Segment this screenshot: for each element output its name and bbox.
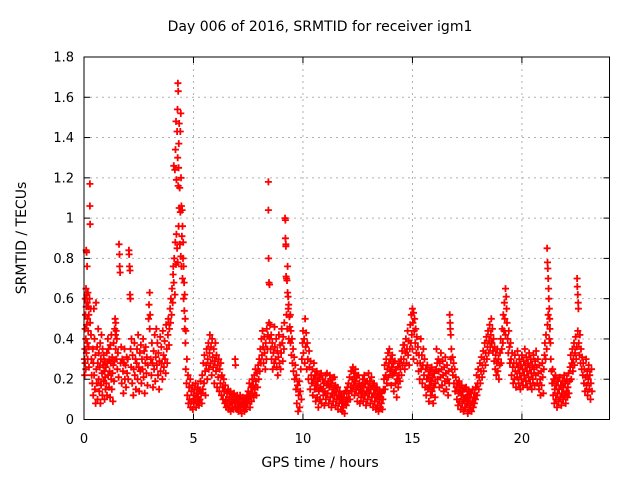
y-tick-label: 0.8 [53, 252, 74, 267]
x-tick-label: 10 [295, 432, 312, 447]
y-tick-label: 0.2 [53, 373, 74, 388]
y-tick-label: 1.6 [53, 91, 74, 106]
y-tick-label: 0.4 [53, 332, 74, 347]
y-tick-label: 1.4 [53, 131, 74, 146]
x-axis-label: GPS time / hours [261, 455, 379, 471]
y-tick-label: 1.8 [53, 51, 74, 66]
x-tick-label: 0 [80, 432, 88, 447]
x-tick-label: 5 [189, 432, 197, 447]
y-tick-label: 1 [66, 212, 74, 227]
x-tick-label: 20 [514, 432, 531, 447]
y-tick-label: 0 [66, 413, 74, 428]
y-tick-label: 0.6 [53, 292, 74, 307]
x-tick-label: 15 [404, 432, 421, 447]
y-tick-label: 1.2 [53, 171, 74, 186]
chart-title: Day 006 of 2016, SRMTID for receiver igm… [167, 19, 473, 35]
y-axis-label-text: SRMTID / TECUs [14, 181, 30, 295]
